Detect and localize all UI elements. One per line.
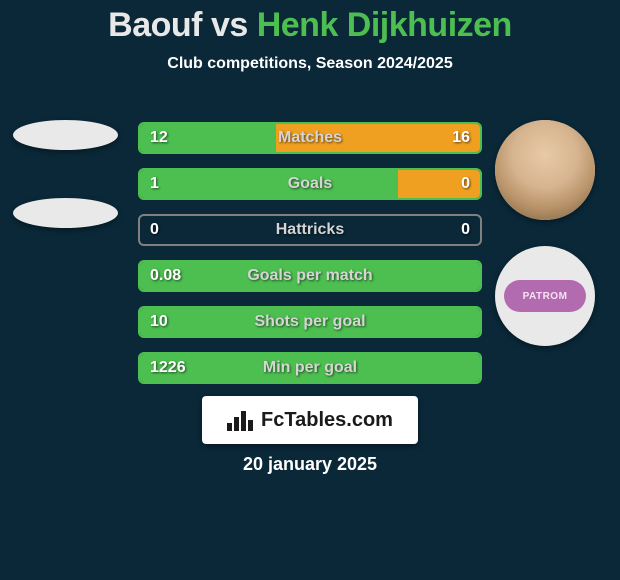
stat-label: Min per goal xyxy=(140,354,480,382)
vs-label: vs xyxy=(211,6,248,44)
player2-name: Henk Dijkhuizen xyxy=(257,6,512,44)
stat-row: 10Shots per goal xyxy=(138,306,482,338)
stat-label: Goals per match xyxy=(140,262,480,290)
player1-name: Baouf xyxy=(108,6,202,44)
stat-row: 10Goals xyxy=(138,168,482,200)
branding-text: FcTables.com xyxy=(261,409,393,432)
stat-label: Shots per goal xyxy=(140,308,480,336)
snapshot-date: 20 january 2025 xyxy=(0,454,620,475)
stat-label: Hattricks xyxy=(140,216,480,244)
player1-club-badge xyxy=(13,198,118,228)
stat-row: 1216Matches xyxy=(138,122,482,154)
stat-row: 00Hattricks xyxy=(138,214,482,246)
season-subtitle: Club competitions, Season 2024/2025 xyxy=(0,55,620,73)
stat-label: Matches xyxy=(140,124,480,152)
player2-club-badge: PATROM xyxy=(495,246,595,346)
player2-avatars: PATROM xyxy=(490,120,600,346)
player1-avatars xyxy=(10,120,120,228)
stat-label: Goals xyxy=(140,170,480,198)
club-badge-label: PATROM xyxy=(504,280,586,312)
stat-row: 1226Min per goal xyxy=(138,352,482,384)
player2-face-icon xyxy=(495,120,595,220)
stats-panel: 1216Matches 10Goals 00Hattricks 0.08Goals p… xyxy=(138,122,482,384)
branding-box: FcTables.com xyxy=(202,396,418,444)
stat-row: 0.08Goals per match xyxy=(138,260,482,292)
player1-avatar xyxy=(13,120,118,150)
player2-avatar xyxy=(495,120,595,220)
comparison-title: Baouf vs Henk Dijkhuizen xyxy=(0,0,620,45)
bar-chart-icon xyxy=(227,409,255,431)
